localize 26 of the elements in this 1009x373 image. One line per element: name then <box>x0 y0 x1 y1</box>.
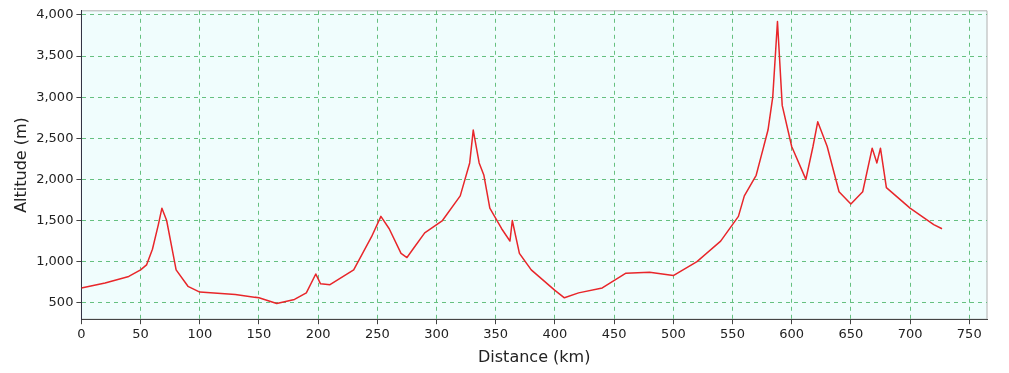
y-tick-label: 1,000 <box>36 253 74 269</box>
x-axis-title: Distance (km) <box>478 346 591 366</box>
y-tick-label: 500 <box>48 294 74 310</box>
y-tick-label: 2,500 <box>36 129 74 145</box>
x-tick-label: 450 <box>601 326 627 342</box>
x-tick-label: 600 <box>779 326 805 342</box>
y-tick-label: 4,000 <box>36 6 74 22</box>
y-tick-label: 1,500 <box>36 211 74 227</box>
x-tick-label: 250 <box>364 326 390 342</box>
y-tick-label: 2,000 <box>36 170 74 186</box>
x-tick-label: 350 <box>483 326 509 342</box>
x-tick-label: 750 <box>956 326 982 342</box>
x-tick-label: 650 <box>838 326 864 342</box>
x-tick-label: 700 <box>897 326 923 342</box>
x-tick-label: 400 <box>542 326 568 342</box>
x-tick-label: 300 <box>424 326 449 342</box>
x-tick-label: 100 <box>187 326 213 342</box>
x-tick-label: 0 <box>77 326 86 342</box>
x-tick-label: 500 <box>660 326 686 342</box>
x-tick-label: 50 <box>132 326 149 342</box>
x-tick-label: 200 <box>305 326 331 342</box>
x-tick-label: 550 <box>720 326 745 342</box>
y-tick-label: 3,500 <box>36 47 74 63</box>
y-axis-title: Altitude (m) <box>10 117 30 213</box>
y-tick-label: 3,000 <box>36 88 74 104</box>
x-tick-label: 150 <box>246 326 272 342</box>
